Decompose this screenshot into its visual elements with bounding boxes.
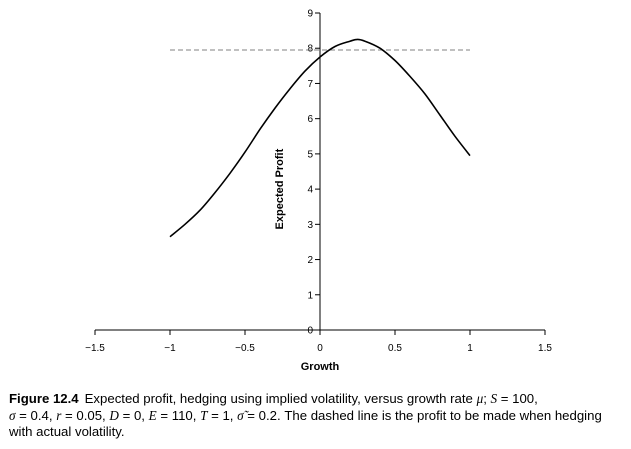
y-tick-label: 0 [307,326,313,337]
caption-D: D [109,407,119,423]
x-tick-label: 0.5 [388,343,402,354]
caption-text: = 0.2. The dashed line is the profit to … [9,407,602,440]
caption-text: = 100, [497,391,538,406]
caption-text: ; [483,391,491,406]
x-tick-label: −1.5 [85,343,105,354]
x-tick-label: 1.5 [538,343,552,354]
x-tick-label: 1 [467,343,473,354]
caption-mu: μ [476,391,484,406]
chart-svg: −1.5 −1 −0.5 0 0.5 1 1.5 0 1 2 3 4 5 6 7 8 9 Growth Exp… [85,9,552,374]
caption-r: r [56,407,62,423]
y-tick-label: 4 [307,185,313,196]
x-tick-label: −0.5 [235,343,255,354]
caption-text: = 0.05, [61,407,110,423]
x-tick-label: −1 [164,343,176,354]
caption-text: = 0, [118,407,149,423]
figure-label: Figure 12.4 [9,391,79,406]
caption-text: = 0.4, [15,407,57,423]
caption-sigma-tilde: σ̃ [237,407,244,423]
y-tick-label: 1 [307,290,313,301]
caption-text: = 110, [156,407,201,423]
y-tick-label: 2 [307,255,313,266]
y-tick-label: 9 [307,9,313,20]
caption-sigma: σ [9,407,16,423]
caption-E: E [148,407,157,423]
figure-caption: Figure 12.4 Expected profit, hedging usin… [9,391,625,441]
y-tick-label: 6 [307,114,313,125]
x-axis-title: Growth [301,361,340,373]
y-tick-label: 3 [307,220,313,231]
caption-S: S [490,391,498,406]
series-line-expected-profit [169,38,471,238]
y-tick-label: 5 [307,149,313,160]
y-tick-label: 7 [307,79,313,90]
y-tick-label: 8 [307,44,313,55]
x-tick-label: 0 [317,343,323,354]
caption-text: Expected profit, hedging using implied v… [84,391,477,406]
caption-text: = 1, [207,407,238,423]
caption-T: T [200,407,208,423]
y-axis-title: Expected Profit [274,148,286,229]
